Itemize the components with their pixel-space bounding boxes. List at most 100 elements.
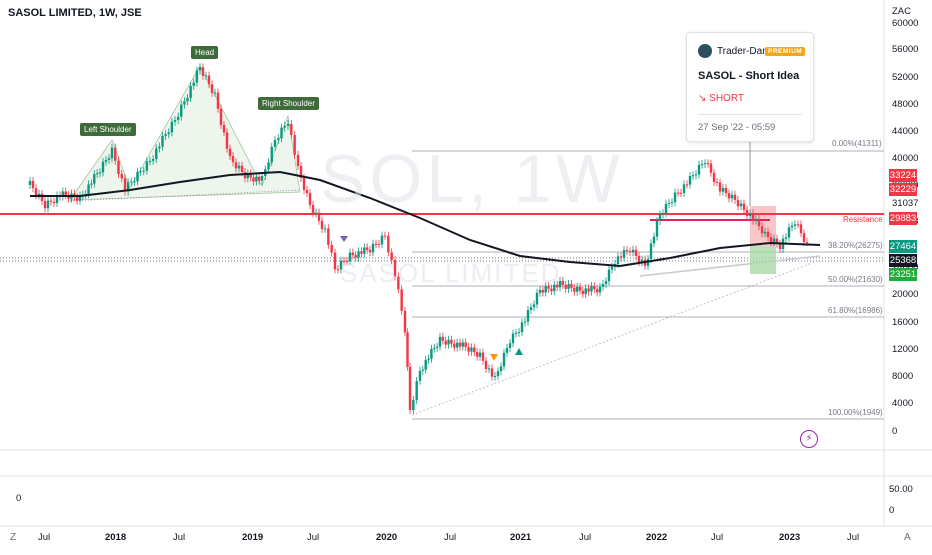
candle-body <box>64 191 67 196</box>
candle-body <box>339 260 343 270</box>
candle-body <box>158 146 161 149</box>
candle-body <box>538 290 542 293</box>
candle-body <box>490 368 494 377</box>
candle-body <box>470 347 473 352</box>
candle-body <box>167 132 170 135</box>
candle-body <box>390 252 393 261</box>
time-axis-label: Jul <box>173 532 186 543</box>
candle-body <box>418 370 422 381</box>
head-label: Head <box>191 46 219 59</box>
candle-body <box>766 231 770 237</box>
candle-body <box>267 162 270 170</box>
candle-body <box>136 171 139 182</box>
candle-body <box>117 160 120 174</box>
candle-body <box>601 284 605 287</box>
candle-body <box>255 176 258 182</box>
author-name[interactable]: Trader-Dan <box>717 46 768 57</box>
candle-body <box>151 159 155 161</box>
candle-body <box>535 292 539 305</box>
candle-body <box>104 160 108 162</box>
candle-body <box>397 276 400 290</box>
candle-body <box>348 252 352 262</box>
candle-body <box>75 197 79 201</box>
price-axis-label: 44000 <box>892 126 919 137</box>
candle-body <box>664 203 668 214</box>
candle-body <box>593 286 596 290</box>
candle-body <box>640 259 644 263</box>
candle-body <box>374 243 378 245</box>
currency-label: ZAC <box>892 6 911 17</box>
candle-body <box>189 85 192 98</box>
candle-body <box>180 104 183 117</box>
candle-body <box>682 184 686 193</box>
candle-body <box>98 172 102 174</box>
candle-body <box>78 195 82 201</box>
candle-body <box>661 213 665 215</box>
candle-body <box>333 252 337 270</box>
idea-title[interactable]: SASOL - Short Idea <box>698 70 800 82</box>
timezone-button[interactable]: Z <box>10 532 17 543</box>
candle-body <box>694 174 698 176</box>
candle-body <box>93 174 96 184</box>
price-tag: 29883 <box>889 212 917 225</box>
symbol-watermark: SOL, 1W <box>320 141 624 217</box>
candle-body <box>148 160 152 162</box>
candle-body <box>754 219 758 221</box>
candle-body <box>745 209 749 216</box>
right-shoulder-label: Right Shoulder <box>258 97 319 110</box>
candle-body <box>430 348 433 359</box>
price-tag: 33224 <box>889 169 917 182</box>
candle-body <box>114 147 117 161</box>
candle-body <box>526 310 530 322</box>
candle-body <box>330 244 333 253</box>
candle-body <box>703 163 707 165</box>
candle-body <box>43 201 47 209</box>
candle-body <box>302 177 306 190</box>
candle-body <box>715 182 719 183</box>
chart-title: SASOL LIMITED, 1W, JSE <box>8 7 142 19</box>
candle-body <box>237 165 241 169</box>
candle-body <box>173 120 177 122</box>
candle-body <box>458 342 462 347</box>
time-axis-label: 2021 <box>510 532 532 543</box>
candle-body <box>721 188 725 192</box>
candle-body <box>676 192 680 194</box>
candle-body <box>249 173 252 178</box>
candle-body <box>493 376 497 377</box>
candle-body <box>201 67 205 76</box>
candle-body <box>273 140 277 147</box>
auto-scale-button[interactable]: A <box>904 532 911 543</box>
candle-body <box>345 261 349 262</box>
candle-body <box>607 269 611 282</box>
price-axis-label: 8000 <box>892 371 914 382</box>
candle-body <box>133 181 136 183</box>
candle-body <box>260 176 264 181</box>
candle-body <box>718 182 722 192</box>
candle-body <box>49 200 53 202</box>
author-avatar <box>698 44 712 58</box>
candle-body <box>520 322 524 332</box>
candle-body <box>28 181 32 185</box>
candle-body <box>484 360 488 369</box>
candle-body <box>478 352 482 357</box>
candle-body <box>228 148 232 156</box>
candle-body <box>658 214 662 221</box>
candle-body <box>438 336 442 347</box>
candle-body <box>327 228 330 245</box>
candle-body <box>517 332 521 333</box>
idea-card[interactable]: Trader-Dan PREMIUM SASOL - Short Idea ↘ … <box>686 32 814 142</box>
price-tag: 23251 <box>889 268 917 281</box>
time-axis-label: Jul <box>847 532 860 543</box>
fib-label-50: 50.00%(21630) <box>828 275 883 284</box>
lightning-icon[interactable]: ⚡ <box>800 430 818 448</box>
candle-body <box>357 251 360 258</box>
price-axis-label: 60000 <box>892 18 919 29</box>
time-axis-label: 2020 <box>376 532 398 543</box>
candle-body <box>139 171 142 173</box>
candle-body <box>40 193 44 201</box>
candle-body <box>634 249 638 256</box>
candle-body <box>192 82 195 86</box>
candle-body <box>107 158 111 160</box>
